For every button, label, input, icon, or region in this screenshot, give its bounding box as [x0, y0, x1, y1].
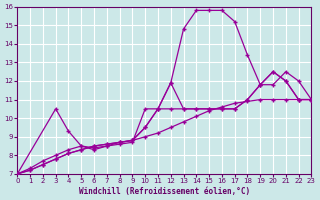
X-axis label: Windchill (Refroidissement éolien,°C): Windchill (Refroidissement éolien,°C) [79, 187, 250, 196]
